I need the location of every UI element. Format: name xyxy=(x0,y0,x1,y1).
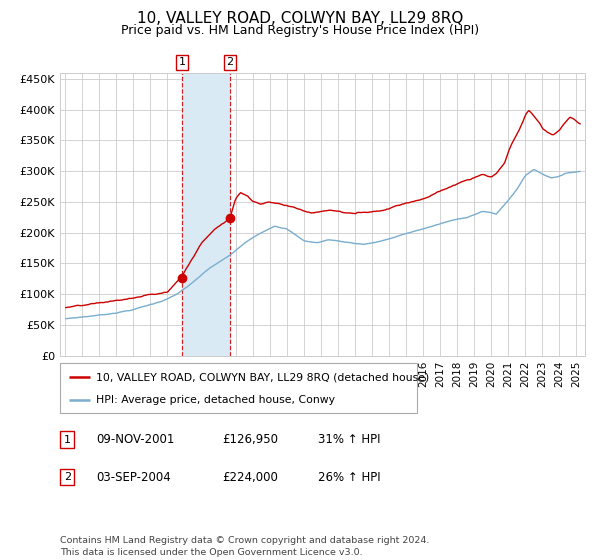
Text: £126,950: £126,950 xyxy=(222,433,278,446)
Text: HPI: Average price, detached house, Conwy: HPI: Average price, detached house, Conw… xyxy=(96,395,335,405)
Text: 09-NOV-2001: 09-NOV-2001 xyxy=(96,433,175,446)
Text: 10, VALLEY ROAD, COLWYN BAY, LL29 8RQ (detached house): 10, VALLEY ROAD, COLWYN BAY, LL29 8RQ (d… xyxy=(96,372,429,382)
Text: 1: 1 xyxy=(179,57,185,67)
Bar xyxy=(182,73,230,356)
Text: Price paid vs. HM Land Registry's House Price Index (HPI): Price paid vs. HM Land Registry's House … xyxy=(121,24,479,36)
Text: 1: 1 xyxy=(64,435,71,445)
FancyBboxPatch shape xyxy=(60,363,417,413)
Text: 26% ↑ HPI: 26% ↑ HPI xyxy=(318,470,380,484)
Text: £224,000: £224,000 xyxy=(222,470,278,484)
Text: 10, VALLEY ROAD, COLWYN BAY, LL29 8RQ: 10, VALLEY ROAD, COLWYN BAY, LL29 8RQ xyxy=(137,11,463,26)
Text: 2: 2 xyxy=(226,57,233,67)
Text: 2: 2 xyxy=(64,472,71,482)
Text: 03-SEP-2004: 03-SEP-2004 xyxy=(96,470,171,484)
Text: 31% ↑ HPI: 31% ↑ HPI xyxy=(318,433,380,446)
Text: Contains HM Land Registry data © Crown copyright and database right 2024.
This d: Contains HM Land Registry data © Crown c… xyxy=(60,536,430,557)
